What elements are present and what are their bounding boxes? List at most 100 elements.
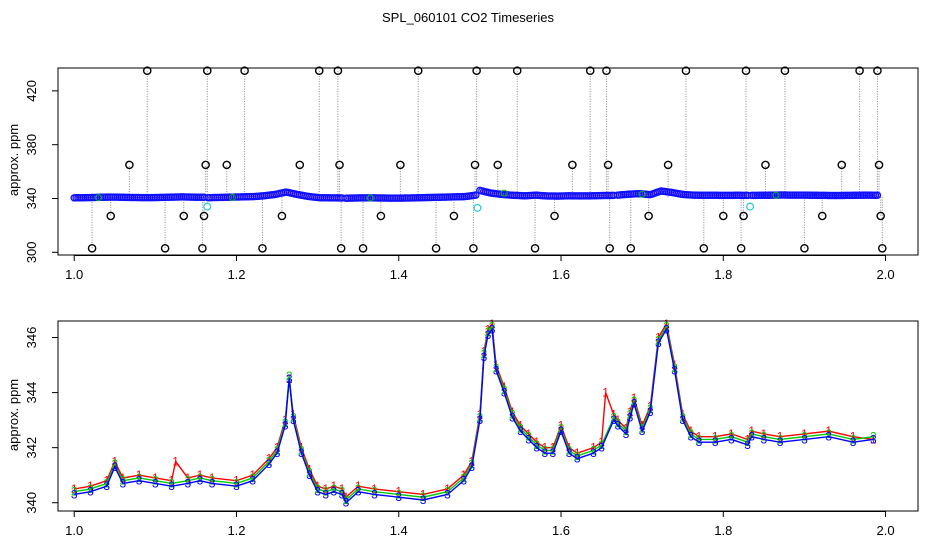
outlier-point <box>376 211 386 221</box>
cyan-point <box>203 202 212 211</box>
top-plot-area <box>74 70 883 249</box>
series-1-marker: 1 <box>850 430 857 444</box>
series-3-marker: 3 <box>371 487 378 501</box>
series-3-marker: 3 <box>298 446 305 460</box>
series-3-marker: 3 <box>249 474 256 488</box>
x-tick-label: 1.6 <box>552 267 570 282</box>
series-3-line <box>74 327 874 504</box>
series-1-marker: 1 <box>801 427 808 441</box>
outlier-point <box>222 160 232 170</box>
series-1-marker: 1 <box>728 427 735 441</box>
bottom-x-axis: 1.0 1.2 1.4 1.6 1.8 2.0 <box>65 511 895 538</box>
series-3-marker: 3 <box>748 430 755 444</box>
outlier-point <box>530 243 540 253</box>
series-1-marker: 1 <box>184 471 191 485</box>
series-3-marker: 3 <box>598 441 605 455</box>
series-3-marker: 3 <box>712 435 719 449</box>
cyan-point <box>473 203 482 212</box>
series-3-marker: 3 <box>286 372 293 386</box>
series-1-marker: 1 <box>233 474 240 488</box>
series-1-marker: 1 <box>566 441 573 455</box>
figure-title: SPL_060101 CO2 Timeseries <box>382 10 554 25</box>
series-3-marker: 3 <box>468 460 475 474</box>
series-1-marker: 1 <box>655 331 662 345</box>
y-tick-label: 340 <box>24 492 39 514</box>
series-2-marker: 2 <box>306 465 313 479</box>
series-2-marker: 2 <box>322 485 329 499</box>
series-3-marker: 3 <box>274 446 281 460</box>
series-3-marker: 3 <box>696 435 703 449</box>
series-1-marker: 1 <box>489 317 496 331</box>
series-2-marker: 2 <box>509 408 516 422</box>
series-3-marker: 3 <box>343 496 350 510</box>
baseline-point-green <box>95 194 103 202</box>
series-1-marker: 1 <box>306 463 313 477</box>
series-3-marker: 3 <box>801 432 808 446</box>
series-2-marker: 2 <box>152 474 159 488</box>
outlier-point <box>295 160 305 170</box>
y-tick-label: 420 <box>24 80 39 102</box>
series-2-marker: 2 <box>761 430 768 444</box>
series-2-marker: 2 <box>558 421 565 435</box>
outlier-point <box>736 243 746 253</box>
series-3-marker: 3 <box>558 424 565 438</box>
series-3-marker: 3 <box>761 432 768 446</box>
outlier-point <box>258 243 267 253</box>
series-2-marker: 2 <box>197 471 204 485</box>
series-2-marker: 2 <box>550 443 557 457</box>
series-3-marker: 3 <box>355 485 362 499</box>
series-2-marker: 2 <box>870 430 877 444</box>
outlier-point <box>469 243 478 253</box>
series-3-marker: 3 <box>614 419 621 433</box>
series-1-marker: 1 <box>266 452 273 466</box>
series-1-marker: 1 <box>687 424 694 438</box>
series-3-marker: 3 <box>111 460 118 474</box>
series-3-marker: 3 <box>870 432 877 446</box>
series-3-marker: 3 <box>493 364 500 378</box>
series-3-marker: 3 <box>481 350 488 364</box>
x-tick-label: 1.6 <box>552 523 570 538</box>
x-tick-label: 2.0 <box>877 267 895 282</box>
series-1-marker: 1 <box>541 441 548 455</box>
series-2-marker: 2 <box>286 369 293 383</box>
series-3-marker: 3 <box>687 430 694 444</box>
outlier-point <box>314 66 324 75</box>
series-1-marker: 1 <box>574 446 581 460</box>
series-1-marker: 1 <box>590 441 597 455</box>
series-1-marker: 1 <box>371 482 378 496</box>
series-3-marker: 3 <box>460 474 467 488</box>
x-tick-label: 1.0 <box>65 523 83 538</box>
series-2-marker: 2 <box>748 427 755 441</box>
series-2-marker: 2 <box>655 333 662 347</box>
outlier-point <box>198 243 207 253</box>
series-3-marker: 3 <box>566 446 573 460</box>
series-2-marker: 2 <box>331 482 338 496</box>
series-3-marker: 3 <box>623 427 630 441</box>
series-1-marker: 1 <box>331 479 338 493</box>
series-3-marker: 3 <box>184 476 191 490</box>
series-1-marker: 1 <box>322 482 329 496</box>
series-3-marker: 3 <box>282 419 289 433</box>
series-3-marker: 3 <box>152 476 159 490</box>
baseline-point <box>873 191 882 200</box>
series-1-marker: 1 <box>663 317 670 331</box>
series-1-marker: 1 <box>748 424 755 438</box>
outlier-point <box>837 160 847 170</box>
series-3-marker: 3 <box>574 452 581 466</box>
series-2-marker: 2 <box>501 383 508 397</box>
outlier-point <box>472 66 481 75</box>
bottom-y-axis: 340 342 344 346 <box>24 327 59 514</box>
series-3-marker: 3 <box>647 405 654 419</box>
outlier-point <box>739 211 748 221</box>
series-3-marker: 3 <box>136 474 143 488</box>
series-1-marker: 1 <box>343 490 350 504</box>
series-1-marker: 1 <box>501 380 508 394</box>
x-tick-label: 2.0 <box>877 523 895 538</box>
series-3-marker: 3 <box>314 485 321 499</box>
outlier-point <box>605 243 614 253</box>
outlier-point <box>585 66 595 75</box>
y-tick-label: 346 <box>24 327 39 349</box>
top-panel: 1.0 1.2 1.4 1.6 1.8 2.0 300 340 380 420 approx. … <box>6 66 919 282</box>
series-1-marker: 1 <box>550 441 557 455</box>
